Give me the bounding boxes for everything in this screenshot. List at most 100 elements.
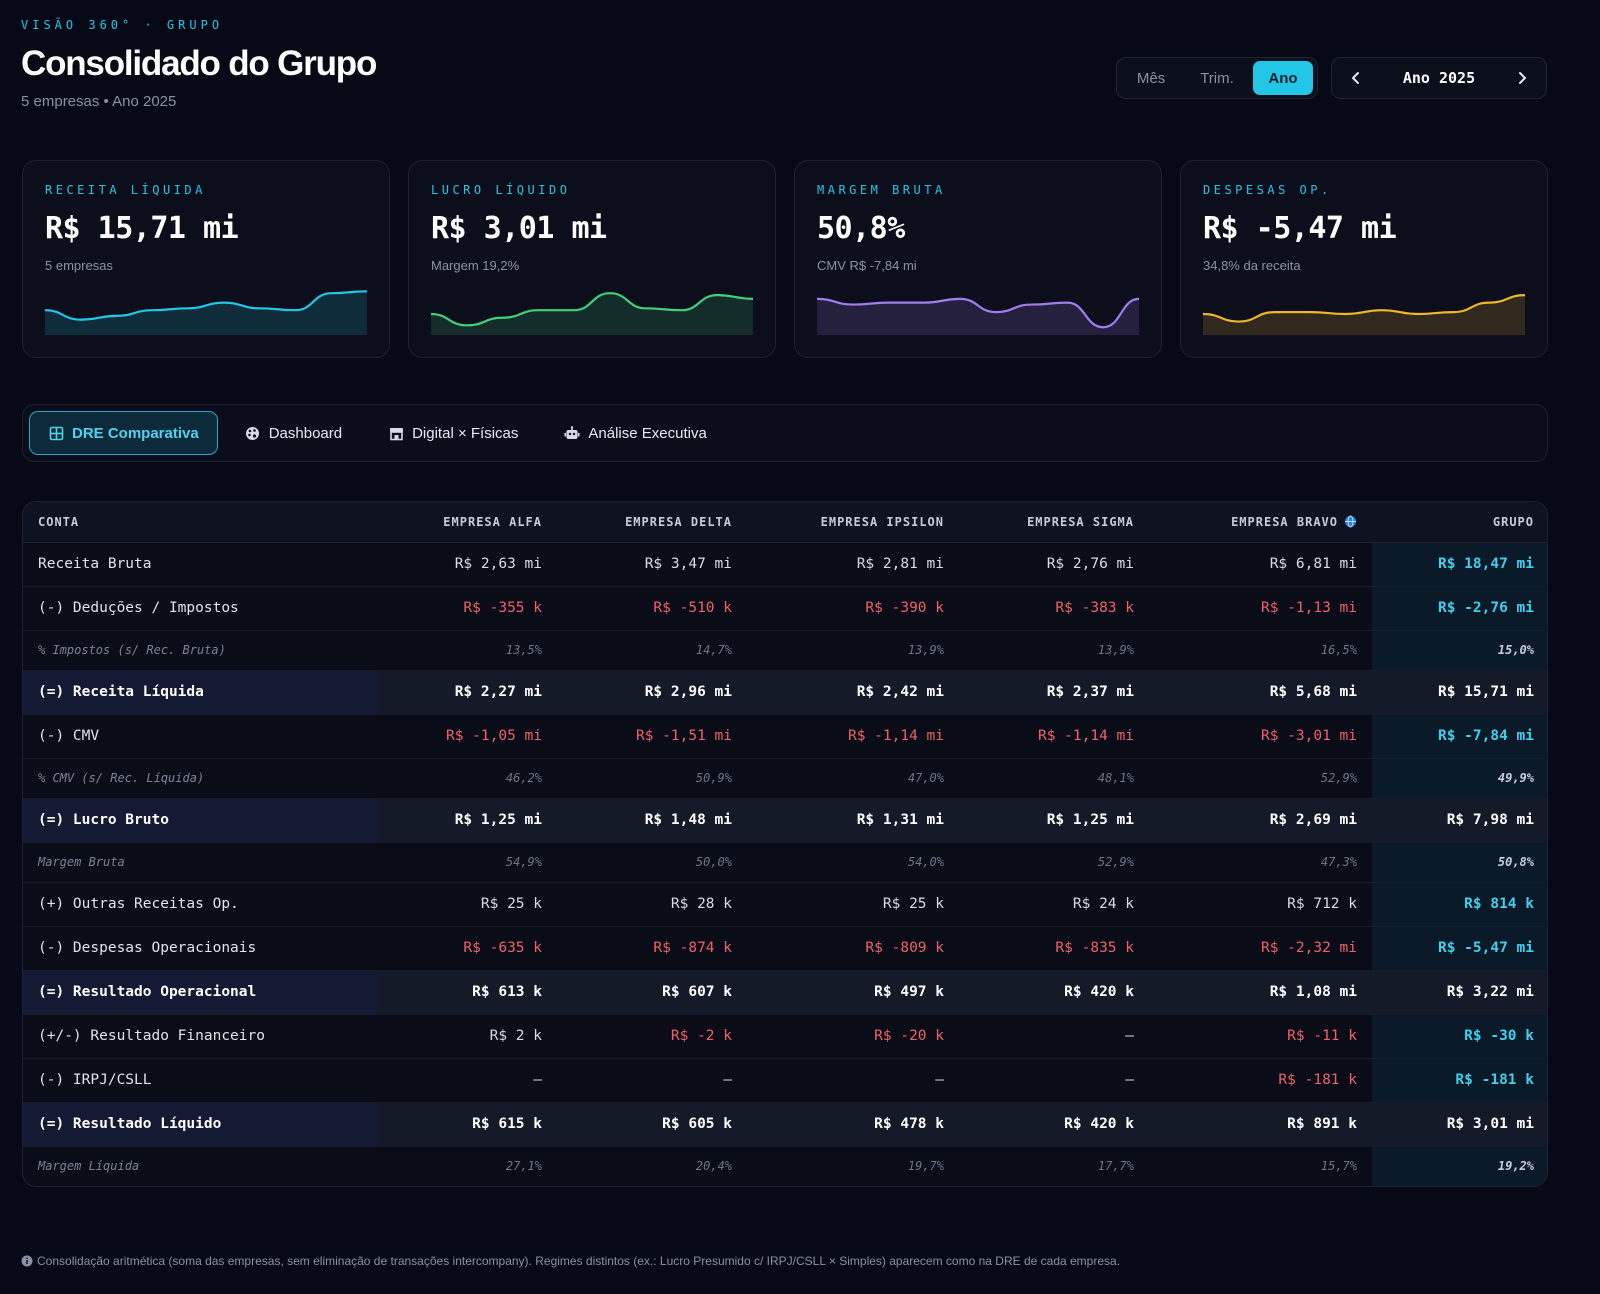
cell-grupo: R$ 15,71 mi: [1372, 670, 1547, 715]
kpi-value: R$ 15,71 mi: [45, 211, 239, 246]
tab-dre-comparativa[interactable]: DRE Comparativa: [29, 411, 218, 455]
period-year-button[interactable]: Ano: [1252, 61, 1313, 95]
cell-grupo: R$ -7,84 mi: [1372, 714, 1547, 759]
kpi-sparkline: [1203, 293, 1525, 335]
row-label: % CMV (s/ Rec. Líquida): [23, 758, 378, 799]
sparkline-area: [45, 291, 367, 335]
sparkline-line: [1203, 293, 1525, 323]
table-cell: —: [959, 1058, 1149, 1103]
table-cell: 14,7%: [557, 630, 747, 671]
table-cell: R$ 6,81 mi: [1149, 542, 1372, 587]
table-cell: R$ -635 k: [378, 926, 557, 971]
footnote: Consolidação aritmética (soma das empres…: [21, 1254, 1120, 1268]
table-cell: R$ -20 k: [747, 1014, 959, 1059]
table-cell: R$ -510 k: [557, 586, 747, 631]
table-cell: R$ 1,31 mi: [747, 798, 959, 843]
cell-grupo: 15,0%: [1372, 630, 1547, 671]
chevron-right-icon[interactable]: [1510, 66, 1534, 90]
tab-dashboard[interactable]: Dashboard: [226, 411, 361, 455]
column-header-ipsilon: EMPRESA IPSILON: [747, 502, 959, 543]
table-cell: R$ 891 k: [1149, 1102, 1372, 1147]
row-label: (+/-) Resultado Financeiro: [23, 1014, 378, 1059]
table-cell: R$ 2,63 mi: [378, 542, 557, 587]
table-cell: 16,5%: [1149, 630, 1372, 671]
table-cell: 13,5%: [378, 630, 557, 671]
cell-grupo: R$ 18,47 mi: [1372, 542, 1547, 587]
kpi-sub: Margem 19,2%: [431, 258, 520, 273]
table-cell: R$ 25 k: [378, 882, 557, 927]
kpi-label: RECEITA LÍQUIDA: [45, 183, 206, 197]
row-label: Receita Bruta: [23, 542, 378, 587]
year-label: Ano 2025: [1402, 69, 1476, 87]
column-header-delta: EMPRESA DELTA: [557, 502, 747, 543]
table-cell: R$ -3,01 mi: [1149, 714, 1372, 759]
row-label: (=) Resultado Líquido: [23, 1102, 378, 1147]
kpi-cards: RECEITA LÍQUIDA R$ 15,71 mi 5 empresas L…: [22, 160, 1548, 358]
table-cell: R$ 420 k: [959, 970, 1149, 1015]
period-month-button[interactable]: Mês: [1136, 69, 1166, 87]
table-cell: R$ 613 k: [378, 970, 557, 1015]
kpi-card-despesas: DESPESAS OP. R$ -5,47 mi 34,8% da receit…: [1180, 160, 1548, 358]
table-cell: R$ 2,42 mi: [747, 670, 959, 715]
table-row: (=) Resultado Operacional R$ 613 k R$ 607 …: [23, 970, 1547, 1015]
table-body: Receita Bruta R$ 2,63 mi R$ 3,47 mi R$ 2,81…: [23, 542, 1547, 1186]
table-row: Receita Bruta R$ 2,63 mi R$ 3,47 mi R$ 2,81…: [23, 542, 1547, 587]
table-cell: R$ 605 k: [557, 1102, 747, 1147]
row-label: (-) CMV: [23, 714, 378, 759]
table-cell: R$ -1,51 mi: [557, 714, 747, 759]
table-cell: 52,9%: [959, 842, 1149, 883]
view-tabs: DRE Comparativa Dashboard Digital × Físi…: [22, 404, 1548, 462]
table-cell: R$ 2,81 mi: [747, 542, 959, 587]
tab-analise-executiva[interactable]: Análise Executiva: [545, 411, 725, 455]
kpi-card-margem: MARGEM BRUTA 50,8% CMV R$ -7,84 mi: [794, 160, 1162, 358]
table-cell: R$ 2,69 mi: [1149, 798, 1372, 843]
table-cell: R$ -2 k: [557, 1014, 747, 1059]
table-cell: R$ 3,47 mi: [557, 542, 747, 587]
cell-grupo: R$ 3,22 mi: [1372, 970, 1547, 1015]
kpi-sparkline: [45, 290, 367, 335]
sparkline-area: [431, 293, 753, 335]
table-row: Margem Líquida 27,1% 20,4% 19,7% 17,7% 15,7% 1…: [23, 1146, 1547, 1186]
row-label: Margem Líquida: [23, 1146, 378, 1186]
table-row: (-) Deduções / Impostos R$ -355 k R$ -510 …: [23, 586, 1547, 631]
page-title: Consolidado do Grupo: [21, 44, 377, 83]
sparkline-line: [817, 297, 1139, 329]
tab-label: Análise Executiva: [588, 424, 707, 442]
table-cell: —: [747, 1058, 959, 1103]
table-cell: R$ 497 k: [747, 970, 959, 1015]
table-row: % Impostos (s/ Rec. Bruta) 13,5% 14,7% 13,9…: [23, 630, 1547, 671]
table-cell: R$ -1,14 mi: [959, 714, 1149, 759]
kpi-sparkline: [431, 292, 753, 335]
table-cell: 50,9%: [557, 758, 747, 799]
table-cell: 15,7%: [1149, 1146, 1372, 1186]
table-cell: R$ -1,14 mi: [747, 714, 959, 759]
chevron-left-icon[interactable]: [1344, 66, 1368, 90]
table-cell: R$ 2,76 mi: [959, 542, 1149, 587]
table-cell: R$ 478 k: [747, 1102, 959, 1147]
store-icon: [388, 425, 404, 441]
table-cell: R$ -2,32 mi: [1149, 926, 1372, 971]
cell-grupo: 49,9%: [1372, 758, 1547, 799]
column-header-conta: CONTA: [23, 502, 378, 543]
table-cell: 19,7%: [747, 1146, 959, 1186]
row-label: (-) Deduções / Impostos: [23, 586, 378, 631]
kpi-sub: 34,8% da receita: [1203, 258, 1301, 273]
column-header-bravo: EMPRESA BRAVO: [1149, 502, 1372, 543]
table-row: (=) Receita Líquida R$ 2,27 mi R$ 2,96 mi R…: [23, 670, 1547, 715]
table-cell: R$ 24 k: [959, 882, 1149, 927]
kpi-value: 50,8%: [817, 211, 905, 246]
row-label: (=) Receita Líquida: [23, 670, 378, 715]
tab-label: DRE Comparativa: [72, 424, 199, 442]
column-header-alfa: EMPRESA ALFA: [378, 502, 557, 543]
table-cell: R$ -181 k: [1149, 1058, 1372, 1103]
table-cell: R$ 2,37 mi: [959, 670, 1149, 715]
period-quarter-button[interactable]: Trim.: [1200, 69, 1234, 87]
table-cell: 47,3%: [1149, 842, 1372, 883]
table-cell: R$ -835 k: [959, 926, 1149, 971]
info-icon: [21, 1255, 33, 1267]
table-cell: R$ 1,48 mi: [557, 798, 747, 843]
table-cell: R$ -355 k: [378, 586, 557, 631]
tab-digital-fisicas[interactable]: Digital × Físicas: [369, 411, 537, 455]
sparkline-area: [1203, 295, 1525, 335]
table-row: (=) Resultado Líquido R$ 615 k R$ 605 k R$ …: [23, 1102, 1547, 1147]
